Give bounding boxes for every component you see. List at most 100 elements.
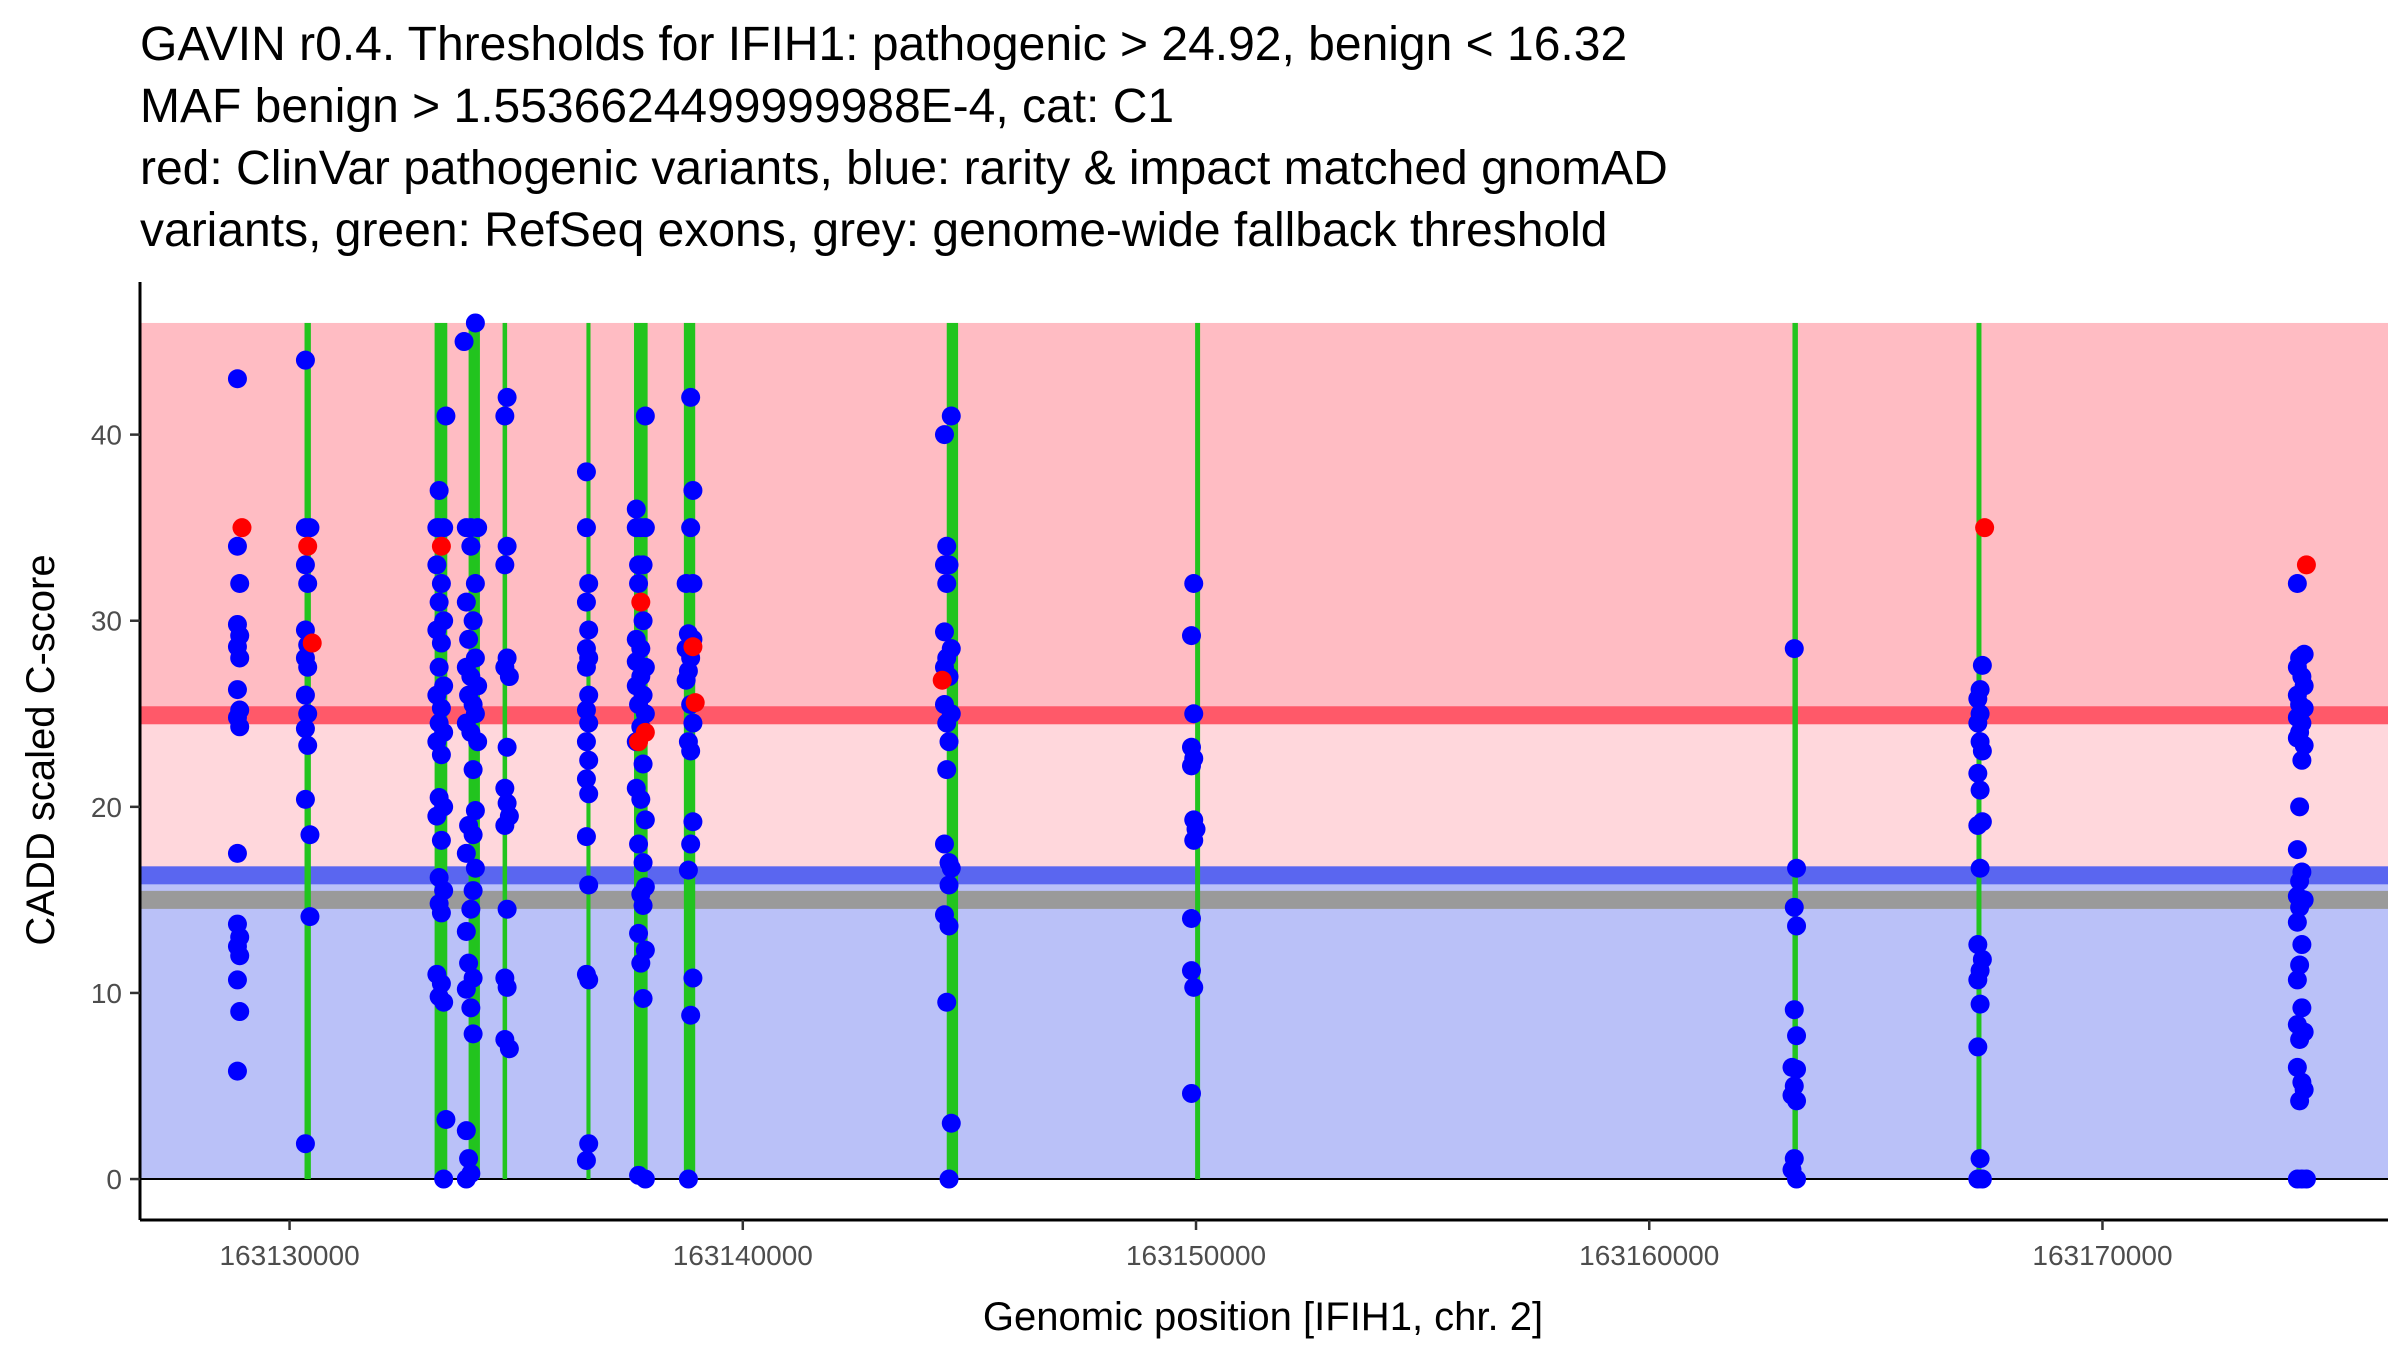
- gnomad-point: [626, 499, 646, 519]
- gnomad-point: [456, 1169, 476, 1189]
- gnomad-point: [497, 536, 517, 556]
- gnomad-point: [227, 970, 247, 990]
- gnomad-point: [1184, 574, 1204, 593]
- gnomad-point: [431, 698, 451, 718]
- gnomad-point: [497, 387, 517, 407]
- gnomad-point: [1181, 756, 1201, 776]
- gnomad-point: [497, 899, 517, 919]
- gnomad-point: [681, 387, 701, 407]
- gnomad-point: [227, 369, 247, 389]
- gnomad-point: [456, 843, 476, 863]
- gnomad-point: [230, 1002, 250, 1022]
- gnomad-point: [678, 860, 698, 880]
- clinvar-point: [302, 633, 322, 653]
- gnomad-point: [633, 611, 653, 631]
- gnomad-point: [1972, 741, 1992, 761]
- gnomad-point: [2290, 955, 2310, 975]
- gnomad-point: [468, 732, 488, 752]
- gnomad-point: [227, 843, 247, 863]
- gnomad-point: [427, 806, 447, 826]
- gnomad-point: [683, 812, 703, 832]
- gnomad-point: [298, 704, 318, 724]
- gnomad-point: [468, 518, 488, 538]
- gnomad-point: [1181, 961, 1201, 981]
- chart-title: GAVIN r0.4. Thresholds for IFIH1: pathog…: [140, 14, 2380, 262]
- gnomad-point: [2287, 912, 2307, 932]
- gnomad-point: [1787, 1091, 1807, 1111]
- gnomad-point: [1968, 1037, 1988, 1057]
- gnomad-point: [298, 657, 318, 677]
- gnomad-point: [934, 425, 954, 445]
- gnomad-point: [941, 406, 961, 426]
- gnomad-point: [1787, 916, 1807, 936]
- gnomad-point: [1787, 858, 1807, 878]
- gnomad-point: [2294, 735, 2314, 755]
- gnomad-point: [295, 555, 315, 575]
- gnomad-point: [295, 350, 315, 370]
- gnomad-point: [456, 979, 476, 999]
- clinvar-point: [631, 592, 651, 612]
- clinvar-point: [1975, 518, 1995, 538]
- gnomad-point: [2287, 970, 2307, 990]
- gnomad-point: [1968, 763, 1988, 783]
- gnomad-point: [465, 801, 485, 821]
- gnomad-point: [934, 834, 954, 854]
- clinvar-point: [932, 670, 952, 690]
- gnomad-point: [429, 657, 449, 677]
- gnomad-point: [1970, 858, 1990, 878]
- gnomad-point: [683, 713, 703, 733]
- variant-points: [227, 313, 2316, 1189]
- gnomad-point: [576, 732, 596, 752]
- gnomad-point: [635, 518, 655, 538]
- gnomad-point: [939, 875, 959, 895]
- gnomad-point: [676, 574, 696, 593]
- gnomad-point: [499, 667, 519, 687]
- gnomad-point: [1184, 704, 1204, 724]
- gnomad-point: [461, 899, 481, 919]
- threshold-regions: [140, 322, 2388, 1181]
- gnomad-point: [227, 536, 247, 556]
- gnomad-point: [633, 754, 653, 774]
- gnomad-point: [1970, 994, 1990, 1014]
- gnomad-point: [576, 1150, 596, 1170]
- gnomad-point: [1181, 626, 1201, 646]
- gnomad-point: [1784, 1000, 1804, 1020]
- gnomad-point: [230, 648, 250, 668]
- gnomad-point: [227, 680, 247, 700]
- y-tick-label: 20: [91, 792, 122, 823]
- clinvar-point: [685, 693, 705, 713]
- gnomad-point: [436, 406, 456, 426]
- gnomad-point: [1970, 1149, 1990, 1169]
- gnomad-point: [683, 480, 703, 500]
- gnomad-point: [456, 922, 476, 942]
- gnomad-point: [576, 592, 596, 612]
- y-tick-label: 10: [91, 978, 122, 1009]
- exon-8: [946, 322, 959, 1180]
- gnomad-point: [937, 713, 957, 733]
- gnomad-point: [1787, 1026, 1807, 1046]
- gnomad-point: [295, 685, 315, 705]
- pathogenic-threshold-line: [140, 706, 2388, 725]
- gnomad-point: [1184, 830, 1204, 850]
- gnomad-point: [681, 741, 701, 761]
- gnomad-point: [2290, 871, 2310, 891]
- gnomad-point: [463, 611, 483, 631]
- gnomad-point: [434, 1169, 454, 1189]
- gnomad-point: [2296, 1169, 2316, 1189]
- gnomad-point: [434, 992, 454, 1012]
- gnomad-point: [1184, 977, 1204, 997]
- benign-threshold-line: [140, 866, 2388, 885]
- clinvar-point: [232, 518, 252, 538]
- gnomad-point: [2287, 840, 2307, 860]
- title-line-2: MAF benign > 1.5536624499999988E-4, cat:…: [140, 80, 1175, 133]
- gnomad-point: [1972, 1169, 1992, 1189]
- gnomad-point: [497, 977, 517, 997]
- gnomad-point: [463, 881, 483, 901]
- axes: 0 10 20 30 40 163130000 163140000 163150000 1631…: [91, 282, 2388, 1271]
- benign-region: [140, 875, 2388, 1180]
- gnomad-point: [495, 555, 515, 575]
- y-tick-label: 30: [91, 606, 122, 637]
- clinvar-point: [298, 536, 318, 556]
- gnomad-point: [2292, 998, 2312, 1018]
